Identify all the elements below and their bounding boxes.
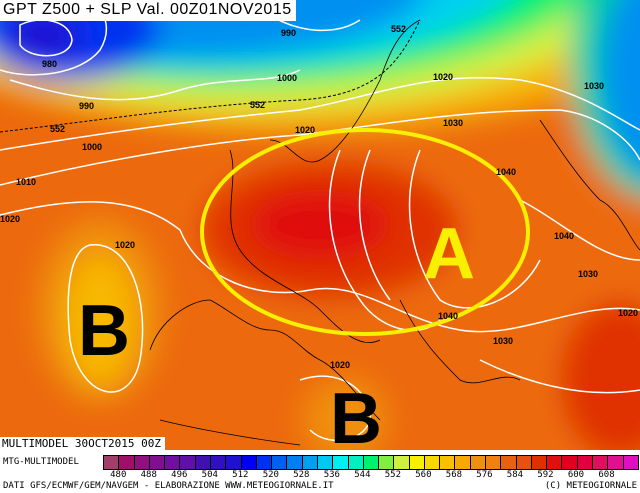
model-name: MTG-MULTIMODEL xyxy=(3,457,79,467)
legend-swatch xyxy=(424,456,441,469)
legend-swatch xyxy=(562,456,578,469)
legend-swatch xyxy=(149,456,166,469)
footer: MTG-MULTIMODEL 480 488 496 504 512 520 528 536 5… xyxy=(0,450,640,493)
contour-label: 1030 xyxy=(578,269,598,279)
contour-label: 1020 xyxy=(0,214,20,224)
legend-swatch xyxy=(210,456,227,469)
contour-label: 990 xyxy=(79,101,94,111)
legend-tick: 576 xyxy=(476,470,493,480)
legend-swatch xyxy=(455,456,471,469)
legend-swatch xyxy=(348,456,364,469)
contour-label: 1020 xyxy=(330,360,350,370)
legend-swatch xyxy=(486,456,502,469)
legend-tick: 488 xyxy=(140,470,157,480)
legend-swatch xyxy=(593,456,609,469)
low-pressure-label-west: B xyxy=(78,291,130,371)
legend-tick: 528 xyxy=(293,470,310,480)
legend-swatch xyxy=(180,456,196,469)
high-pressure-highlight xyxy=(200,128,530,336)
contour-label: 552 xyxy=(50,124,65,134)
legend-tick: 512 xyxy=(232,470,249,480)
legend-swatch xyxy=(333,456,349,469)
legend-tick: 496 xyxy=(171,470,188,480)
legend-swatch xyxy=(134,456,150,469)
legend-tick: 520 xyxy=(262,470,279,480)
legend-tick: 544 xyxy=(354,470,371,480)
legend-swatch xyxy=(394,456,410,469)
map-title: GPT Z500 + SLP Val. 00Z01NOV2015 xyxy=(0,0,296,21)
legend-swatch xyxy=(608,456,624,469)
legend-swatch xyxy=(104,456,120,469)
legend-swatch xyxy=(287,456,303,469)
contour-label: 1040 xyxy=(496,167,516,177)
legend-swatch xyxy=(272,456,288,469)
contour-label: 1020 xyxy=(295,125,315,135)
legend-swatch xyxy=(165,456,181,469)
legend-swatch xyxy=(226,456,242,469)
data-credits: DATI GFS/ECMWF/GEM/NAVGEM - ELABORAZIONE… xyxy=(3,481,334,491)
contour-label: 1040 xyxy=(554,231,574,241)
contour-label: 1020 xyxy=(618,308,638,318)
legend-tick: 536 xyxy=(323,470,340,480)
contour-label: 1040 xyxy=(438,311,458,321)
legend-tick: 592 xyxy=(537,470,554,480)
legend-swatch xyxy=(516,456,532,469)
legend-tick: 480 xyxy=(110,470,127,480)
contour-label: 990 xyxy=(281,28,296,38)
legend-swatch xyxy=(241,456,257,469)
legend-swatch xyxy=(195,456,211,469)
legend-swatch xyxy=(470,456,487,469)
legend-swatch xyxy=(547,456,563,469)
contour-label: 1030 xyxy=(443,118,463,128)
high-pressure-label: A xyxy=(423,214,475,294)
legend-tick: 600 xyxy=(567,470,585,480)
legend-ticks: 480 488 496 504 512 520 528 536 544 552 560 568 576 5… xyxy=(103,470,637,480)
contour-label: 1030 xyxy=(584,81,604,91)
legend-swatch xyxy=(440,456,456,469)
height-field xyxy=(0,0,640,450)
weather-map: 980 990 1000 990 552 552 1000 552 1020 1… xyxy=(0,0,640,450)
legend-swatch xyxy=(531,456,548,469)
legend-swatch xyxy=(119,456,135,469)
legend-tick: 608 xyxy=(598,470,615,480)
legend-swatch xyxy=(256,456,273,469)
contour-label: 1030 xyxy=(493,336,513,346)
legend-swatch xyxy=(302,456,318,469)
contour-label: 1010 xyxy=(16,177,36,187)
contour-label: 1000 xyxy=(277,73,297,83)
legend-swatch xyxy=(577,456,593,469)
contour-label: 1020 xyxy=(115,240,135,250)
color-legend xyxy=(103,455,639,470)
contour-label: 980 xyxy=(42,59,57,69)
low-pressure-label-south: B xyxy=(330,379,382,450)
legend-swatch xyxy=(623,456,638,469)
552-contour xyxy=(0,19,421,133)
legend-tick: 584 xyxy=(506,470,524,480)
legend-tick: 504 xyxy=(201,470,218,480)
contour-label: 552 xyxy=(391,24,406,34)
contour-label: 1000 xyxy=(82,142,102,152)
legend-swatch xyxy=(317,456,334,469)
legend-swatch xyxy=(379,456,395,469)
contour-label: 552 xyxy=(250,100,265,110)
copyright: (C) METEOGIORNALE xyxy=(544,481,637,491)
legend-swatch xyxy=(501,456,517,469)
contour-labels: 980 990 1000 990 552 552 1000 552 1020 1… xyxy=(0,24,638,370)
legend-swatch xyxy=(409,456,425,469)
legend-tick: 552 xyxy=(384,470,402,480)
legend-tick: 568 xyxy=(445,470,463,480)
run-label: MULTIMODEL 30OCT2015 00Z xyxy=(0,437,165,451)
legend-tick: 560 xyxy=(415,470,432,480)
legend-swatch xyxy=(363,456,380,469)
isobars xyxy=(0,0,640,440)
contour-label: 1020 xyxy=(433,72,453,82)
